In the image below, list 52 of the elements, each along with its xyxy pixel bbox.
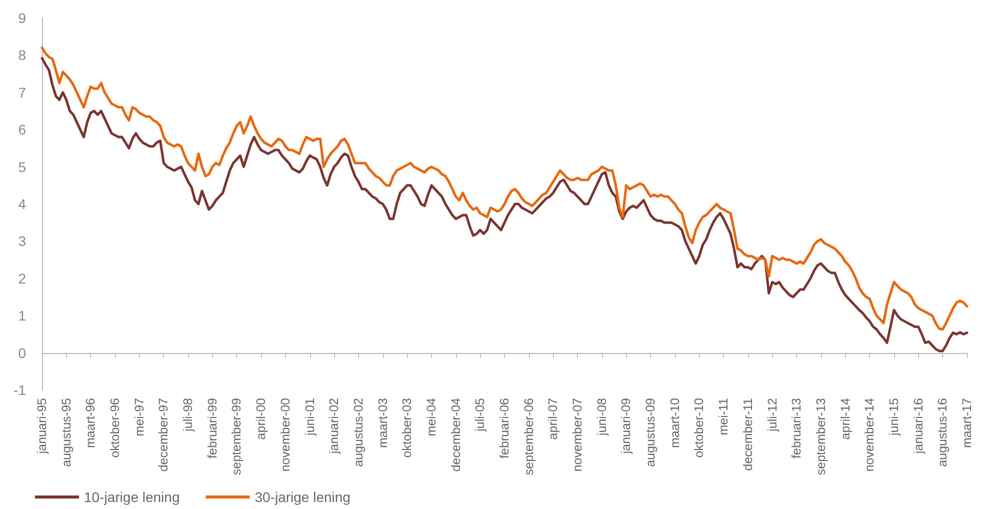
x-tick-label: november-14 — [862, 398, 877, 472]
x-tick-label: juni-15 — [886, 398, 901, 437]
legend-label: 30-jarige lening — [254, 489, 350, 505]
x-tick-label: februari-13 — [790, 398, 804, 458]
x-tick-label: januari-16 — [911, 398, 926, 455]
x-tick-label: februari-99 — [205, 398, 220, 458]
x-tick-label: juli-12 — [765, 398, 780, 432]
x-tick-label: september-13 — [814, 398, 828, 476]
x-tick-label: september-99 — [230, 398, 244, 476]
x-tick-label: december-11 — [740, 398, 755, 471]
x-tick-label: maart-10 — [668, 398, 682, 448]
x-tick-label: juni-01 — [302, 398, 317, 437]
y-tick-label: 8 — [18, 47, 26, 64]
y-tick-label: 9 — [18, 10, 26, 26]
x-tick-label: oktober-10 — [692, 398, 706, 458]
x-tick-label: juni-08 — [594, 398, 609, 437]
x-tick-label: juli-05 — [473, 398, 488, 432]
x-tick-label: april-00 — [254, 398, 268, 440]
x-tick-label: mei-11 — [716, 398, 731, 436]
x-tick-label: augustus-09 — [644, 398, 658, 467]
x-tick-label: augustus-02 — [351, 398, 366, 467]
x-tick-label: januari-02 — [327, 398, 342, 455]
y-tick-label: -1 — [14, 382, 26, 398]
y-tick-label: 0 — [18, 344, 26, 361]
y-tick-label: 6 — [18, 122, 26, 138]
x-tick-label: november-07 — [570, 398, 585, 472]
y-tick-label: 2 — [18, 270, 26, 286]
x-tick-label: oktober-96 — [108, 398, 122, 458]
x-tick-label: december-04 — [448, 398, 463, 472]
x-tick-label: maart-96 — [84, 398, 98, 448]
x-tick-label: maart-03 — [376, 398, 390, 448]
x-tick-label: juli-98 — [181, 398, 196, 432]
y-tick-label: 5 — [18, 158, 26, 175]
y-tick-label: 3 — [18, 233, 26, 250]
x-tick-label: mei-97 — [132, 398, 146, 436]
y-tick-label: 4 — [18, 196, 26, 212]
x-tick-label: februari-06 — [498, 398, 512, 458]
legend-label: 10-jarige lening — [84, 489, 180, 505]
x-tick-label: mei-04 — [424, 398, 438, 436]
y-tick-label: 7 — [18, 84, 26, 100]
x-tick-label: augustus-16 — [936, 398, 950, 467]
y-tick-label: 1 — [18, 308, 26, 324]
x-tick-label: april-14 — [838, 398, 852, 440]
x-tick-label: november-00 — [278, 398, 292, 472]
x-tick-label: april-07 — [546, 398, 560, 440]
x-tick-label: januari-95 — [35, 398, 49, 455]
x-tick-label: januari-09 — [619, 398, 634, 455]
x-tick-label: december-97 — [156, 398, 171, 472]
x-tick-label: maart-17 — [960, 398, 974, 448]
x-tick-label: september-06 — [522, 398, 536, 476]
x-tick-label: augustus-95 — [59, 398, 74, 467]
x-tick-label: oktober-03 — [400, 398, 414, 458]
